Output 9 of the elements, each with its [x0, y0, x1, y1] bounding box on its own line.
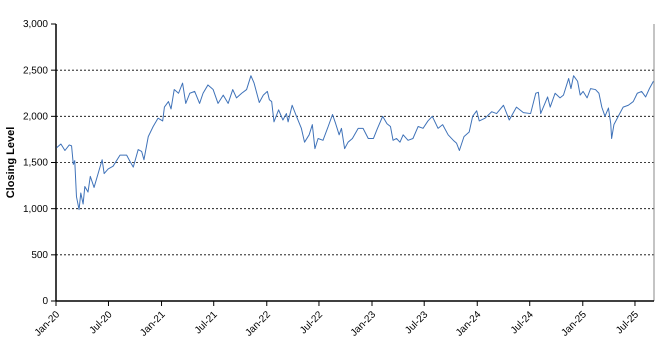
y-tick-label: 1,000 [22, 204, 48, 215]
y-tick-label: 500 [31, 250, 48, 262]
y-tick-label: 1,500 [22, 158, 48, 169]
y-tick-label: 3,000 [22, 19, 48, 30]
y-axis-title: Closing Level [5, 126, 17, 198]
y-tick-label: 2,000 [22, 112, 48, 123]
line-series [56, 75, 654, 210]
y-tick-label: 2,500 [22, 65, 48, 76]
y-tick-label: 0 [42, 296, 48, 308]
